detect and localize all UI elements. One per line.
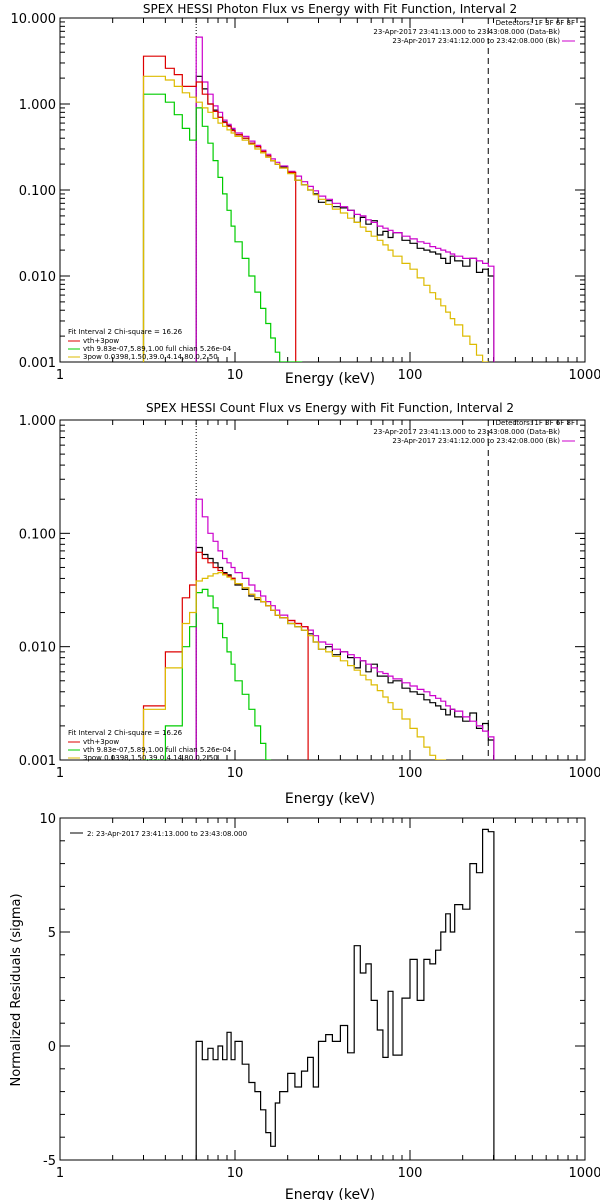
panel3-legend: 2: 23-Apr-2017 23:41:13.000 to 23:43:08.… [70,830,247,838]
panel1-legend-bk: 23-Apr-2017 23:41:12.000 to 23:42:08.000… [392,37,560,45]
panel3-legend-interval: 2: 23-Apr-2017 23:41:13.000 to 23:43:08.… [87,830,247,838]
panel1-legend-detectors: Detectors: 1F 3F 6F 8F [496,19,575,27]
residuals-panel: 1 10 100 1000 -5 0 5 10 Energy (keV) Normalized… [9,812,600,1200]
y-tick-label: 10 [39,812,56,827]
x-tick-label: 10 [227,368,244,383]
panel2-legend-3pow: 3pow 0.0398,1.50,39.0,4.14,80.0,2.50 [83,754,218,762]
series-vth [143,588,272,760]
panel2-legend-bk: 23-Apr-2017 23:41:12.000 to 23:42:08.000… [392,437,560,445]
panel1-xlabel: Energy (keV) [285,371,375,387]
y-tick-label: 0.010 [19,641,56,656]
series-residuals [195,828,495,1160]
x-tick-label: 100 [398,766,423,781]
panel1-legend-3pow: 3pow 0.0398,1.50,39.0,4.14,80.0,2.50 [83,353,218,361]
panel2-xlabel: Energy (keV) [285,791,375,807]
y-tick-label: 0.001 [19,356,56,371]
x-tick-label: 1 [56,766,64,781]
x-tick-label: 1 [56,368,64,383]
series-3pow [142,572,447,760]
panel3-ylabel: Normalized Residuals (sigma) [9,893,24,1086]
x-tick-label: 100 [398,1166,423,1181]
y-tick-label: 0.010 [19,270,56,285]
y-tick-label: 0 [48,1040,56,1055]
panel2-title: SPEX HESSI Count Flux vs Energy with Fit… [146,401,514,415]
x-tick-label: 100 [398,368,423,383]
y-tick-label: -5 [43,1154,56,1169]
panel2-legend-data-bk: 23-Apr-2017 23:41:13.000 to 23:43:08.000… [373,428,560,436]
panel2-legend-bottom-left: Fit Interval 2 Chi-square = 16.26 vth+3p… [68,729,232,762]
plot-frame [59,419,586,761]
y-tick-label: 0.001 [19,754,56,769]
x-tick-label: 1 [56,1166,64,1181]
panel1-plot-area: 1 10 100 1000 0.001 0.010 0.100 1.000 10.000 [11,12,600,383]
x-tick-label: 1000 [568,368,600,383]
y-tick-label: 0.100 [19,184,56,199]
plot-frame [59,17,586,363]
panel2-legend-top-right: Detectors: 1F 3F 6F 8F 23-Apr-2017 23:41… [373,419,575,445]
series-bk [195,498,495,760]
series-3pow [142,75,489,362]
y-tick-label: 10.000 [11,12,57,27]
panel1-legend-vth: vth 9.83e-07,5.89,1.00 full chian 5.26e-… [83,345,232,353]
x-tick-label: 1000 [568,766,600,781]
x-tick-label: 10 [227,766,244,781]
panel2-legend-vth: vth 9.83e-07,5.89,1.00 full chian 5.26e-… [83,746,232,754]
panel1-legend-data-bk: 23-Apr-2017 23:41:13.000 to 23:43:08.000… [373,28,560,36]
panel3-plot-area: 1 10 100 1000 -5 0 5 10 [39,812,600,1181]
photon-flux-panel: SPEX HESSI Photon Flux vs Energy with Fi… [11,2,600,387]
series-data-bk [195,75,495,362]
panel1-legend-top-right: Detectors: 1F 3F 6F 8F 23-Apr-2017 23:41… [373,19,575,45]
panel2-plot-area: 1 10 100 1000 0.001 0.010 0.100 1.000 [19,414,600,781]
x-tick-label: 1000 [568,1166,600,1181]
y-tick-label: 5 [48,926,56,941]
panel3-xlabel: Energy (keV) [285,1187,375,1200]
x-tick-label: 10 [227,1166,244,1181]
series-vth [142,93,303,362]
y-tick-label: 0.100 [19,527,56,542]
y-tick-label: 1.000 [19,98,56,113]
plot-frame [59,817,586,1161]
panel2-legend-vth3pow: vth+3pow [83,738,119,746]
series-bk [195,36,495,362]
panel2-fit-info: Fit Interval 2 Chi-square = 16.26 [68,729,183,737]
count-flux-panel: SPEX HESSI Count Flux vs Energy with Fit… [19,401,600,807]
panel1-legend-vth3pow: vth+3pow [83,337,119,345]
panel1-title: SPEX HESSI Photon Flux vs Energy with Fi… [143,2,517,16]
series-data-bk [195,546,495,760]
y-tick-label: 1.000 [19,414,56,429]
panel1-fit-info: Fit Interval 2 Chi-square = 16.26 [68,328,183,336]
panel1-legend-bottom-left: Fit Interval 2 Chi-square = 16.26 vth+3p… [68,328,232,361]
panel2-legend-detectors: Detectors: 1F 3F 6F 8F [496,419,575,427]
